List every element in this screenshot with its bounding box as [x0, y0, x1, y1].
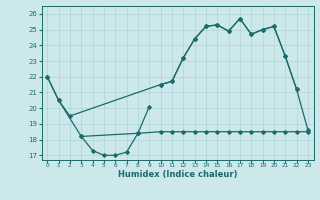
X-axis label: Humidex (Indice chaleur): Humidex (Indice chaleur) [118, 170, 237, 179]
